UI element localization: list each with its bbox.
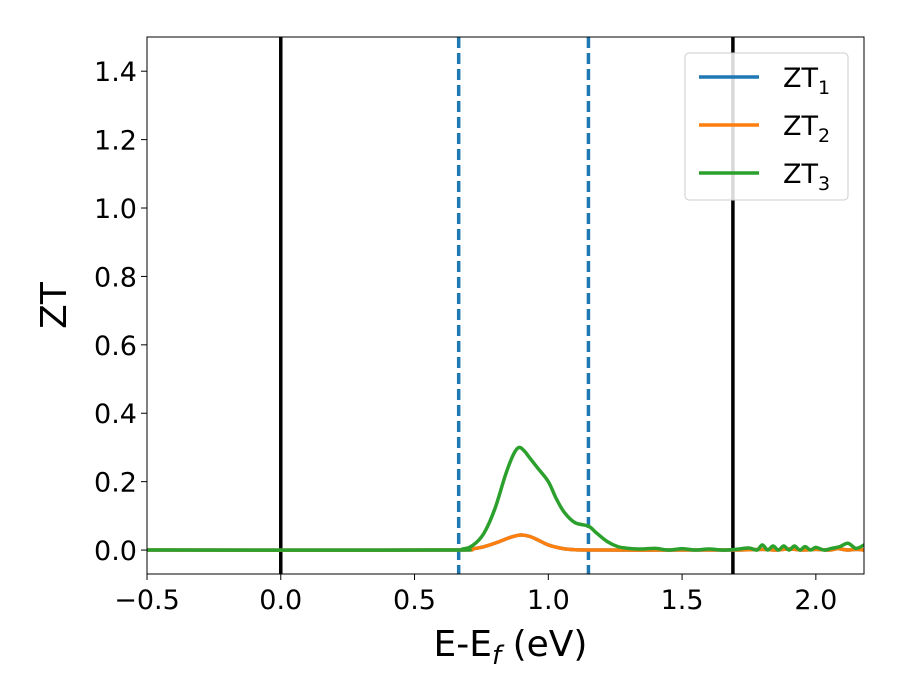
vertical-reference-lines bbox=[279, 37, 735, 574]
series-line-zt3 bbox=[147, 445, 864, 552]
y-axis-ticks: 0.0 0.2 0.4 0.6 0.8 1.0 1.2 1.4 bbox=[94, 57, 147, 567]
y-tick-label: 0.2 bbox=[94, 468, 137, 499]
y-axis-title: ZT bbox=[34, 281, 75, 329]
x-tick-label: 0.5 bbox=[393, 585, 436, 616]
x-axis-title-main: E-E bbox=[434, 624, 492, 665]
legend-label-zt1: ZT1 bbox=[783, 63, 830, 99]
legend-label-main: ZT bbox=[783, 63, 818, 94]
y-tick-label: 1.0 bbox=[94, 194, 137, 225]
y-tick-label: 1.4 bbox=[94, 57, 137, 88]
legend-label-zt3: ZT3 bbox=[783, 159, 830, 195]
legend-label-main: ZT bbox=[783, 159, 818, 190]
y-tick-label: 0.0 bbox=[94, 536, 137, 567]
x-axis-title-unit: (eV) bbox=[501, 624, 587, 665]
legend-label-main: ZT bbox=[783, 111, 818, 142]
x-tick-label: 2.0 bbox=[794, 585, 837, 616]
x-axis-title: E-Ef (eV) bbox=[434, 624, 588, 671]
y-tick-label: 0.8 bbox=[94, 262, 137, 293]
legend-label-subscript: 1 bbox=[818, 77, 830, 99]
legend-label-subscript: 3 bbox=[818, 173, 830, 195]
legend-label-subscript: 2 bbox=[818, 125, 830, 147]
axes-frame bbox=[146, 36, 865, 575]
x-tick-label: 0.0 bbox=[259, 585, 302, 616]
x-axis-ticks: −0.5 0.0 0.5 1.0 1.5 2.0 bbox=[114, 574, 837, 616]
x-tick-label: 1.0 bbox=[527, 585, 570, 616]
y-tick-label: 0.4 bbox=[94, 399, 137, 430]
x-tick-label: −0.5 bbox=[114, 585, 180, 616]
y-tick-label: 1.2 bbox=[94, 126, 137, 157]
series-lines bbox=[147, 445, 864, 552]
legend-box bbox=[684, 52, 849, 201]
y-tick-label: 0.6 bbox=[94, 331, 137, 362]
x-tick-label: 1.5 bbox=[661, 585, 704, 616]
series-line-zt2 bbox=[147, 533, 864, 552]
legend-label-zt2: ZT2 bbox=[783, 111, 830, 147]
